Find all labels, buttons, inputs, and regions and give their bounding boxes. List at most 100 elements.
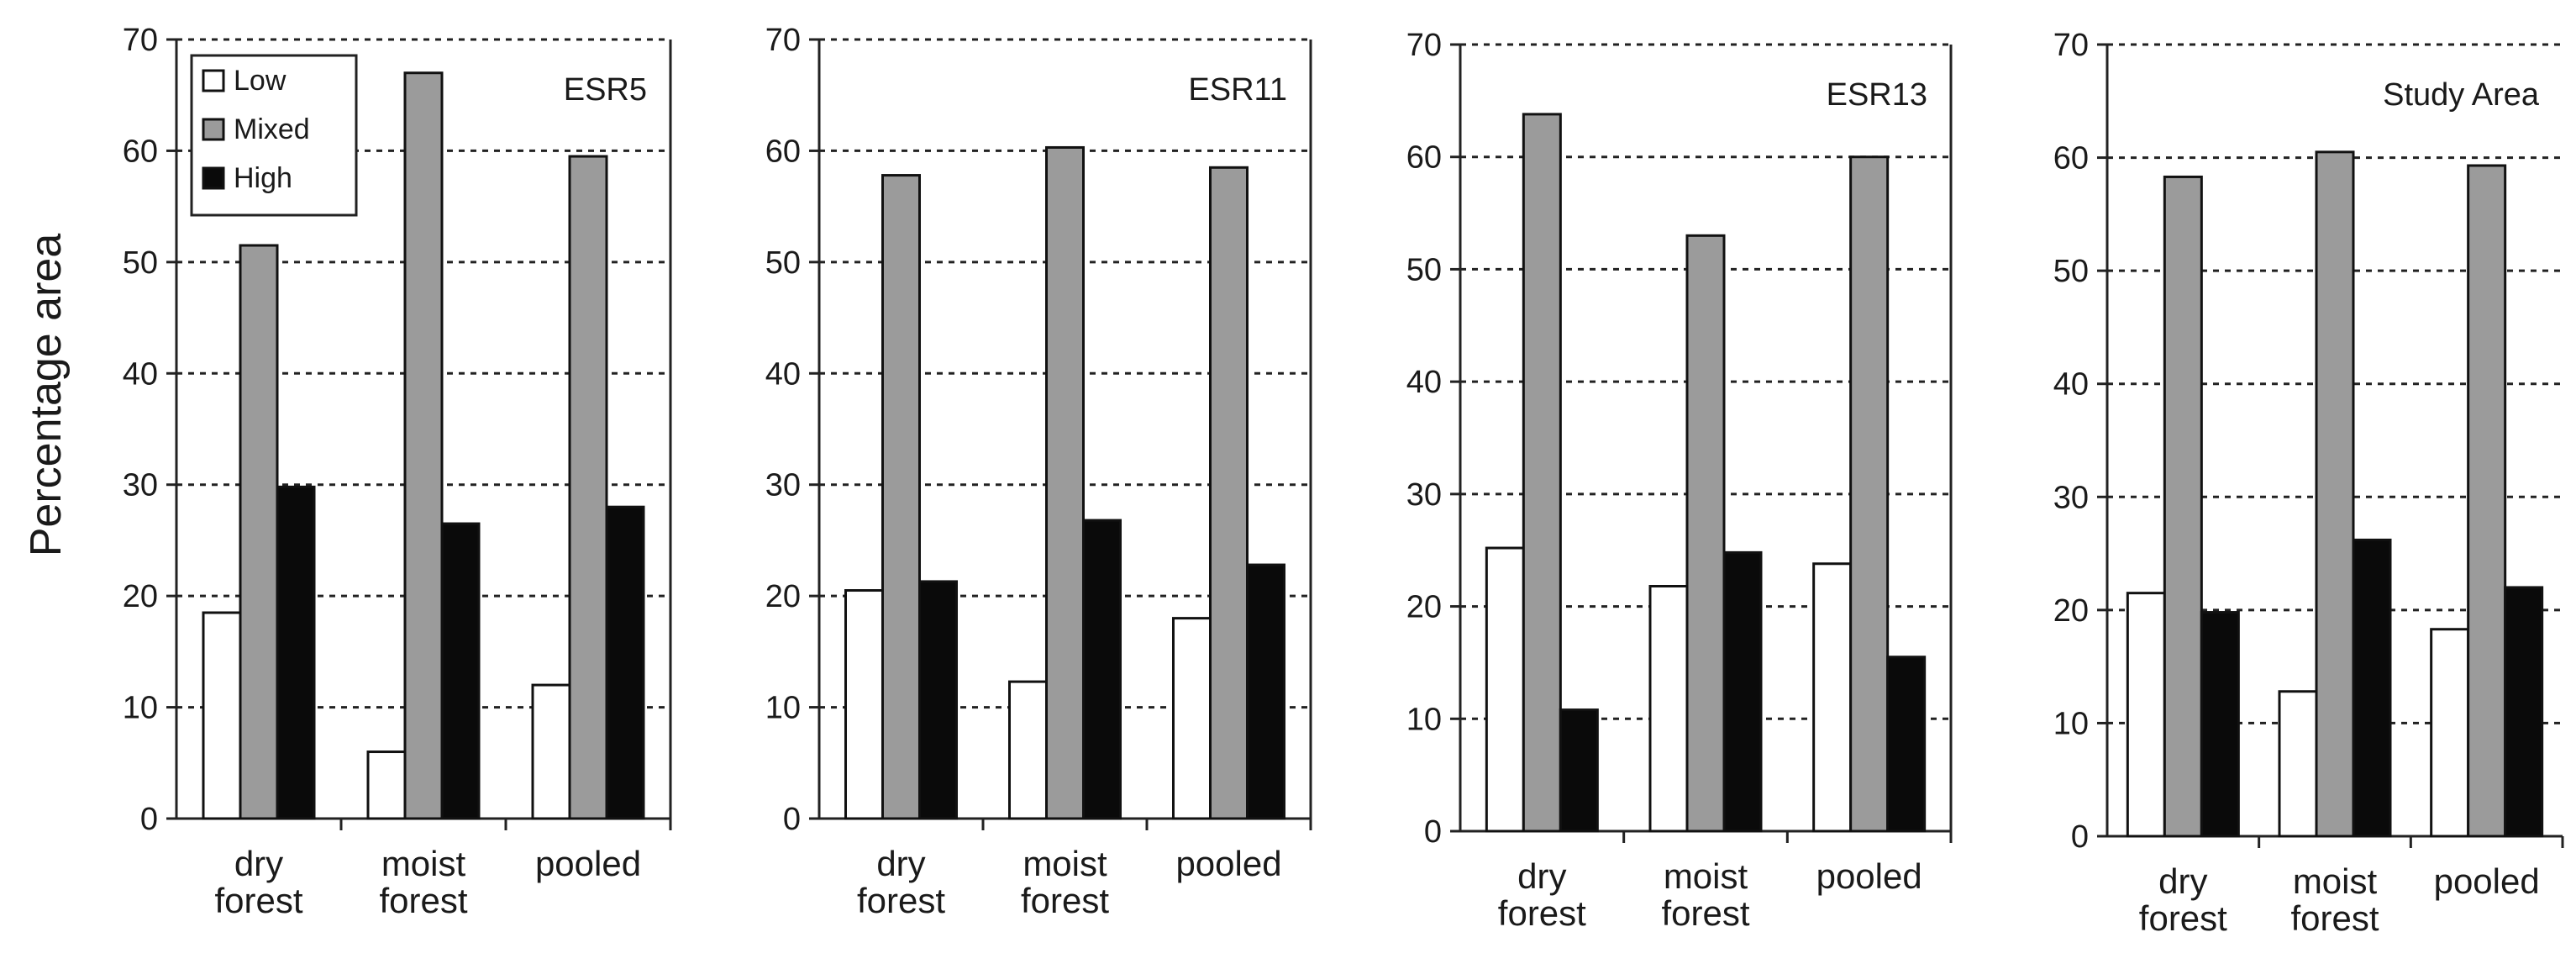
bar-high bbox=[1082, 519, 1122, 820]
y-tick-label: 40 bbox=[1406, 365, 1442, 400]
bar-mixed bbox=[568, 155, 608, 820]
x-category-label-line2: forest bbox=[857, 881, 945, 920]
bar-low bbox=[1008, 680, 1048, 820]
bar-high bbox=[2504, 586, 2544, 838]
x-category-label: pooled bbox=[1175, 844, 1281, 883]
x-category-label: dry bbox=[1517, 856, 1566, 896]
bar-mixed bbox=[403, 71, 444, 820]
bar-low bbox=[1485, 546, 1525, 833]
y-tick-label: 0 bbox=[1424, 814, 1442, 850]
x-category-label: moist bbox=[381, 844, 466, 883]
bar-high bbox=[1246, 563, 1285, 820]
y-tick-label: 10 bbox=[765, 691, 801, 726]
y-tick-label: 30 bbox=[1406, 477, 1442, 513]
bar-high bbox=[2352, 538, 2392, 838]
chart-panel-0: 010203040506070dryforestmoistforestpoole… bbox=[123, 23, 672, 920]
y-tick-label: 20 bbox=[2053, 593, 2089, 629]
y-tick-label: 0 bbox=[140, 802, 158, 837]
y-tick-label: 60 bbox=[123, 134, 158, 169]
bar-high bbox=[605, 505, 645, 820]
bar-mixed bbox=[1685, 234, 1726, 833]
bar-high bbox=[276, 485, 316, 820]
legend: Low Mixed High bbox=[190, 54, 358, 217]
bar-mixed bbox=[2467, 164, 2507, 838]
panel-title: ESR11 bbox=[1188, 72, 1287, 108]
y-tick-label: 70 bbox=[123, 23, 158, 58]
bar-mixed bbox=[2163, 175, 2203, 838]
legend-swatch-high bbox=[202, 166, 225, 190]
bar-low bbox=[2278, 690, 2318, 838]
bar-mixed bbox=[1849, 155, 1890, 833]
bar-low bbox=[202, 611, 242, 820]
x-category-label: dry bbox=[234, 844, 283, 883]
y-tick-label: 40 bbox=[765, 356, 801, 392]
y-tick-label: 10 bbox=[123, 691, 158, 726]
x-category-label: moist bbox=[2293, 861, 2378, 901]
y-tick-label: 20 bbox=[765, 579, 801, 614]
bar-high bbox=[1886, 656, 1927, 833]
bar-low bbox=[531, 683, 571, 820]
legend-swatch-mixed bbox=[202, 118, 225, 141]
y-axis-label: Percentage area bbox=[22, 234, 71, 557]
y-tick-label: 40 bbox=[2053, 367, 2089, 403]
y-tick-label: 50 bbox=[2053, 254, 2089, 289]
legend-label: High bbox=[234, 162, 292, 194]
x-category-label-line2: forest bbox=[214, 881, 302, 920]
x-category-label: pooled bbox=[2434, 861, 2540, 901]
x-category-label: moist bbox=[1664, 856, 1748, 896]
y-tick-label: 0 bbox=[2071, 819, 2089, 855]
bar-mixed bbox=[239, 244, 279, 820]
x-category-label-line2: forest bbox=[1498, 893, 1586, 933]
legend-label: Low bbox=[234, 65, 287, 97]
y-tick-label: 50 bbox=[1406, 252, 1442, 287]
y-tick-label: 20 bbox=[123, 579, 158, 614]
y-tick-label: 50 bbox=[123, 245, 158, 281]
x-category-label-line2: forest bbox=[2139, 898, 2227, 938]
y-tick-label: 70 bbox=[765, 23, 801, 58]
bar-low bbox=[1648, 585, 1689, 833]
x-category-label: pooled bbox=[535, 844, 641, 883]
y-tick-label: 60 bbox=[2053, 141, 2089, 176]
bar-high bbox=[1559, 708, 1599, 833]
y-tick-label: 30 bbox=[123, 468, 158, 503]
bar-low bbox=[366, 750, 407, 820]
y-tick-label: 10 bbox=[1406, 702, 1442, 737]
bar-high bbox=[1722, 550, 1763, 833]
x-category-label-line2: forest bbox=[2290, 898, 2379, 938]
legend-swatch-low bbox=[202, 69, 225, 92]
bar-low bbox=[2126, 592, 2166, 838]
y-tick-label: 60 bbox=[1406, 140, 1442, 176]
bar-high bbox=[918, 580, 958, 820]
y-tick-label: 60 bbox=[765, 134, 801, 169]
chart-panels: 010203040506070dryforestmoistforestpoole… bbox=[123, 23, 2564, 938]
y-tick-label: 10 bbox=[2053, 706, 2089, 741]
y-tick-label: 30 bbox=[2053, 480, 2089, 515]
x-category-label: moist bbox=[1023, 844, 1107, 883]
y-tick-label: 50 bbox=[765, 245, 801, 281]
bar-mixed bbox=[1209, 166, 1249, 820]
y-tick-label: 70 bbox=[2053, 28, 2089, 63]
panel-title: ESR13 bbox=[1827, 77, 1927, 113]
bar-low bbox=[844, 589, 884, 820]
bar-low bbox=[2430, 628, 2470, 838]
x-category-label: dry bbox=[876, 844, 925, 883]
chart-panel-1: 010203040506070dryforestmoistforestpoole… bbox=[765, 23, 1312, 920]
x-category-label-line2: forest bbox=[379, 881, 467, 920]
bar-high bbox=[2200, 611, 2240, 838]
y-tick-label: 40 bbox=[123, 356, 158, 392]
bar-mixed bbox=[1045, 145, 1085, 820]
x-category-label: dry bbox=[2158, 861, 2207, 901]
bar-mixed bbox=[1522, 113, 1562, 833]
bar-mixed bbox=[881, 174, 921, 820]
y-tick-label: 20 bbox=[1406, 590, 1442, 625]
x-category-label-line2: forest bbox=[1661, 893, 1749, 933]
x-category-label: pooled bbox=[1816, 856, 1922, 896]
y-tick-label: 30 bbox=[765, 468, 801, 503]
y-tick-label: 0 bbox=[783, 802, 801, 837]
legend-label: Mixed bbox=[234, 113, 310, 145]
y-tick-label: 70 bbox=[1406, 28, 1442, 63]
x-category-label-line2: forest bbox=[1021, 881, 1109, 920]
chart-panel-3: 010203040506070dryforestmoistforestpoole… bbox=[2053, 28, 2564, 938]
bar-mixed bbox=[2315, 150, 2355, 838]
